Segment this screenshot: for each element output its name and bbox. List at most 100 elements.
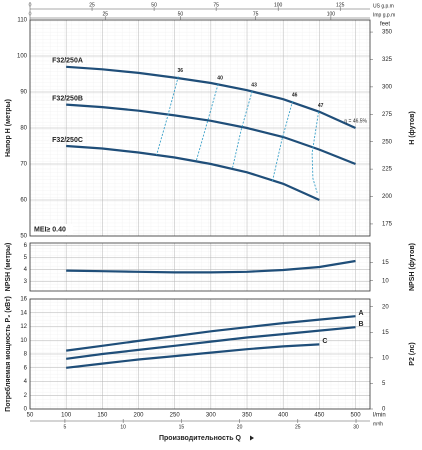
bottom-tick-label: 15 [179, 424, 185, 430]
y2-tick-label: 20 [382, 304, 389, 310]
efficiency-line [195, 83, 219, 161]
bottom-tick-label: 10 [120, 424, 126, 430]
bottom-tick-label: 20 [237, 424, 243, 430]
y2-tick-label: 5 [382, 381, 386, 387]
y-tick-label: 110 [17, 18, 27, 24]
bottom-axis-title: m³/h [373, 421, 383, 427]
top-tick-label: 100 [274, 2, 283, 8]
y-tick-label: 90 [20, 90, 27, 96]
x-tick-label: 400 [278, 413, 289, 419]
y2-tick-label: 200 [382, 194, 393, 200]
series-label: C [322, 338, 327, 345]
x-tick-label: 150 [97, 413, 108, 419]
y-tick-label: 70 [20, 162, 27, 168]
y-axis-title: Потребляемая мощность P₂ (кВт) [4, 296, 12, 412]
y-tick-label: 80 [20, 126, 27, 132]
y-tick-label: 4 [24, 379, 28, 385]
y2-tick-label: 10 [382, 278, 389, 284]
x-tick-label: 50 [27, 413, 34, 419]
series-line [66, 343, 320, 369]
y-tick-label: 10 [20, 338, 27, 344]
x-tick-label: 300 [206, 413, 217, 419]
y-tick-label: 6 [24, 243, 28, 249]
y2-unit: feet [380, 22, 390, 28]
top-tick-label: 50 [178, 11, 184, 17]
top-tick-label: 50 [151, 2, 157, 8]
top-tick-label: 25 [89, 2, 95, 8]
top-tick-label: 75 [253, 11, 259, 17]
y2-tick-label: 250 [382, 139, 393, 145]
y2-tick-label: 10 [382, 355, 389, 361]
x-tick-label: 350 [242, 413, 253, 419]
plot-frame [29, 19, 371, 237]
efficiency-label: 40 [217, 75, 223, 81]
top-tick-label: 100 [327, 11, 336, 17]
top-tick-label: 0 [29, 2, 32, 8]
top-tick-label: 75 [213, 2, 219, 8]
y2-axis-title: H (футов) [409, 111, 416, 145]
y-tick-label: 4 [24, 267, 28, 273]
x-unit: l/min [373, 413, 386, 419]
y2-tick-label: 350 [382, 30, 393, 36]
efficiency-label: 43 [251, 83, 257, 89]
bottom-tick-label: 30 [353, 424, 359, 430]
plot-frame [29, 298, 371, 410]
top-tick-label: 125 [336, 2, 345, 8]
x-tick-label: 100 [61, 413, 72, 419]
y2-tick-label: 300 [382, 84, 393, 90]
series-line [66, 326, 356, 360]
y-tick-label: 5 [24, 255, 28, 261]
efficiency-label: 36 [178, 68, 184, 74]
y-tick-label: 14 [20, 310, 27, 316]
efficiency-line [311, 111, 320, 193]
y2-axis-title: NPSH (футов) [409, 243, 416, 291]
y2-tick-label: 15 [382, 260, 389, 266]
y2-tick-label: 175 [382, 222, 393, 228]
y2-axis-title: P2 (лс) [409, 342, 416, 365]
series-line [66, 315, 356, 352]
x-title-arrow [250, 435, 254, 441]
y-tick-label: 50 [20, 234, 27, 240]
top-axis-title: US g.p.m [373, 3, 394, 9]
y-tick-label: 60 [20, 198, 27, 204]
annotation: MEI≥ 0.40 [34, 226, 66, 233]
x-tick-label: 200 [134, 413, 145, 419]
series-label: B [359, 321, 364, 328]
series-label: A [359, 310, 364, 317]
series-line [66, 259, 356, 274]
series-label: F32/250B [52, 95, 83, 102]
x-axis-title: Производительность Q [159, 435, 242, 442]
top-tick-label: 0 [29, 11, 32, 17]
y2-tick-label: 225 [382, 167, 393, 173]
x-tick-label: 250 [170, 413, 181, 419]
series-line [66, 65, 356, 130]
series-line [66, 144, 320, 202]
x-tick-label: 450 [314, 413, 325, 419]
y2-tick-label: 325 [382, 57, 393, 63]
y-tick-label: 16 [20, 297, 27, 303]
bottom-tick-label: 25 [295, 424, 301, 430]
y-tick-label: 0 [24, 407, 28, 413]
y-axis-title: Напор H (метры) [5, 99, 12, 157]
y-tick-label: 100 [17, 54, 28, 60]
top-axis-title: Imp g.p.m [373, 12, 395, 18]
plot-frame [29, 242, 371, 292]
y2-tick-label: 0 [382, 407, 386, 413]
efficiency-label: 46 [292, 92, 298, 98]
efficiency-line [232, 91, 253, 168]
efficiency-note: η = 46.5% [344, 118, 367, 124]
series-label: F32/250A [52, 58, 83, 65]
series-label: F32/250C [52, 137, 83, 144]
series-line [66, 103, 356, 166]
efficiency-line [156, 76, 179, 156]
top-tick-label: 25 [102, 11, 108, 17]
y-tick-label: 8 [24, 352, 28, 358]
y-axis-title: NPSH (метры) [5, 243, 12, 292]
plot-layer: 5060708090100110175200225250275300325350… [4, 2, 416, 442]
y-tick-label: 3 [24, 279, 28, 285]
bottom-tick-label: 5 [64, 424, 67, 430]
y-tick-label: 6 [24, 365, 28, 371]
y-tick-label: 2 [24, 393, 28, 399]
annotation-box [31, 224, 73, 235]
